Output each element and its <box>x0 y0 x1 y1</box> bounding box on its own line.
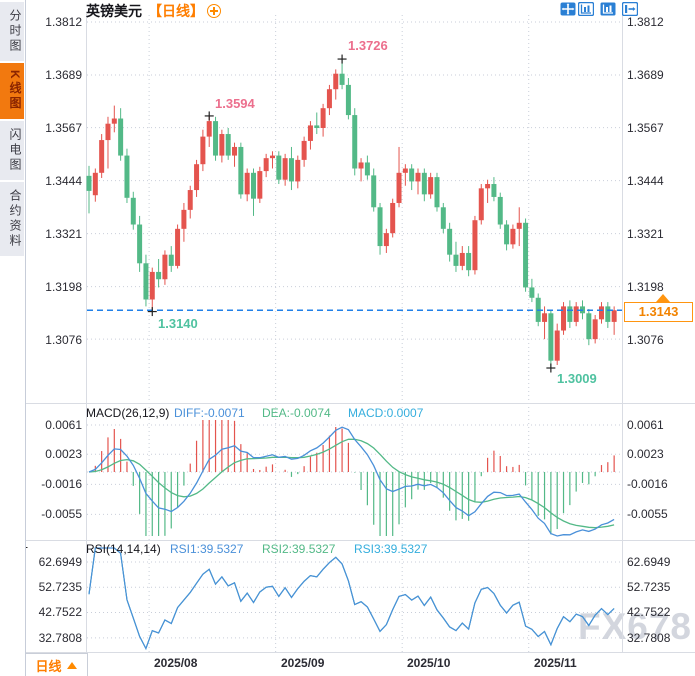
sidebar-item-timeshare[interactable]: 分时图 <box>0 2 24 61</box>
price-tick: 1.3567 <box>627 121 664 135</box>
rsi-title: RSI(14,14,14) <box>86 542 161 556</box>
price-tick: 1.3076 <box>45 333 82 347</box>
annotation-high-2: 1.3726 <box>348 38 388 53</box>
macd-tick: -0.0055 <box>627 507 668 521</box>
sidebar-item-kline[interactable]: K线图 <box>0 63 24 119</box>
rsi-tick: 62.6949 <box>627 555 671 569</box>
price-tick: 1.3321 <box>45 227 82 241</box>
price-tick: 1.3812 <box>45 15 82 29</box>
price-tick: 1.3812 <box>627 15 664 29</box>
x-axis-month: 2025/10 <box>407 656 451 670</box>
rsi-tick: 32.7808 <box>627 631 671 645</box>
rsi-tick: 52.7235 <box>627 580 671 594</box>
axis-zoom-icon[interactable] <box>578 2 594 16</box>
annotation-low-1: 1.3140 <box>158 316 198 331</box>
crosshair-pan-icon[interactable] <box>560 2 576 16</box>
macd-diff-value: DIFF:-0.0071 <box>174 406 245 420</box>
rsi-tick: 42.7522 <box>627 605 671 619</box>
annotation-high-1: 1.3594 <box>215 96 255 111</box>
macd-tick: -0.0016 <box>627 477 668 491</box>
price-tick: 1.3444 <box>45 174 82 188</box>
rsi-tick: 42.7522 <box>38 605 82 619</box>
price-tick: 1.3076 <box>627 333 664 347</box>
current-price-badge: 1.3143 <box>624 302 693 322</box>
period-selector[interactable]: 日线 <box>24 653 88 676</box>
macd-title: MACD(26,12,9) <box>86 406 170 420</box>
x-axis-month: 2025/08 <box>154 656 198 670</box>
page-title-period: 【日线】 <box>148 3 204 19</box>
rsi-tick: 32.7808 <box>38 631 82 645</box>
exit-chart-icon[interactable] <box>622 2 638 16</box>
macd-tick: -0.0016 <box>41 477 82 491</box>
price-tick: 1.3689 <box>45 68 82 82</box>
macd-tick: -0.0055 <box>41 507 82 521</box>
add-indicator-icon[interactable] <box>207 4 221 18</box>
price-tick: 1.3321 <box>627 227 664 241</box>
price-tick: 1.3689 <box>627 68 664 82</box>
price-up-triangle-icon <box>656 294 670 302</box>
rsi2-value: RSI2:39.5327 <box>262 542 336 556</box>
x-axis-month: 2025/11 <box>534 656 577 670</box>
up-triangle-icon <box>66 661 77 669</box>
price-tick: 1.3198 <box>45 280 82 294</box>
price-tick: 1.3567 <box>45 121 82 135</box>
rsi1-value: RSI1:39.5327 <box>170 542 244 556</box>
sidebar: 分时图 K线图 闪电图 合约资料 <box>0 0 26 676</box>
x-axis-month: 2025/09 <box>281 656 325 670</box>
axis-zoom-active-icon[interactable] <box>600 2 616 16</box>
price-tick: 1.3444 <box>627 174 664 188</box>
rsi-tick: 62.6949 <box>38 555 82 569</box>
macd-bar-value: MACD:0.0007 <box>348 406 424 420</box>
annotation-low-2: 1.3009 <box>557 371 597 386</box>
page-title-symbol: 英镑美元 <box>86 3 142 19</box>
macd-dea-value: DEA:-0.0074 <box>262 406 331 420</box>
macd-tick: 0.0061 <box>45 418 82 432</box>
price-tick: 1.3198 <box>627 280 664 294</box>
macd-tick: 0.0061 <box>627 418 664 432</box>
rsi-tick: 52.7235 <box>38 580 82 594</box>
sidebar-item-lightning[interactable]: 闪电图 <box>0 120 24 180</box>
period-selector-label: 日线 <box>35 658 62 674</box>
sidebar-item-contract-info[interactable]: 合约资料 <box>0 181 24 256</box>
macd-tick: 0.0023 <box>627 447 664 461</box>
macd-tick: 0.0023 <box>45 447 82 461</box>
rsi3-value: RSI3:39.5327 <box>354 542 428 556</box>
